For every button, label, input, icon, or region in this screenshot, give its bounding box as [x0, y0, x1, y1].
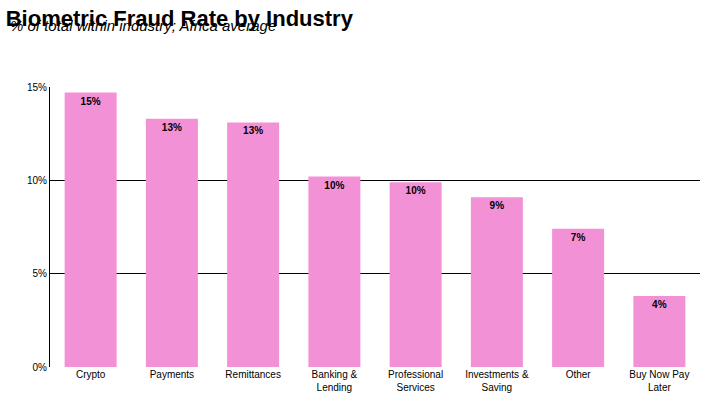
svg-text:Remittances: Remittances	[225, 369, 281, 380]
svg-text:Biometric Fraud Rate by Indust: Biometric Fraud Rate by Industry	[6, 6, 354, 31]
svg-text:Crypto: Crypto	[76, 369, 106, 380]
svg-text:10%: 10%	[27, 175, 47, 186]
svg-text:15%: 15%	[27, 82, 47, 93]
svg-text:7%: 7%	[571, 232, 586, 243]
svg-text:15%: 15%	[81, 96, 101, 107]
svg-text:ProfessionalServices: ProfessionalServices	[388, 369, 443, 393]
svg-text:Buy Now PayLater: Buy Now PayLater	[629, 369, 689, 393]
svg-text:Banking &Lending: Banking &Lending	[312, 369, 358, 393]
svg-text:0%: 0%	[33, 362, 48, 373]
svg-text:13%: 13%	[162, 122, 182, 133]
svg-text:Investments &Saving: Investments &Saving	[465, 369, 529, 393]
svg-text:Payments: Payments	[150, 369, 194, 380]
svg-text:5%: 5%	[33, 268, 48, 279]
svg-text:Other: Other	[566, 369, 592, 380]
svg-text:13%: 13%	[243, 125, 263, 136]
svg-text:10%: 10%	[324, 180, 344, 191]
svg-text:9%: 9%	[490, 200, 505, 211]
svg-text:% of total within industry; Af: % of total within industry; Africa avera…	[10, 17, 276, 34]
svg-text:4%: 4%	[652, 299, 667, 310]
svg-text:10%: 10%	[406, 185, 426, 196]
